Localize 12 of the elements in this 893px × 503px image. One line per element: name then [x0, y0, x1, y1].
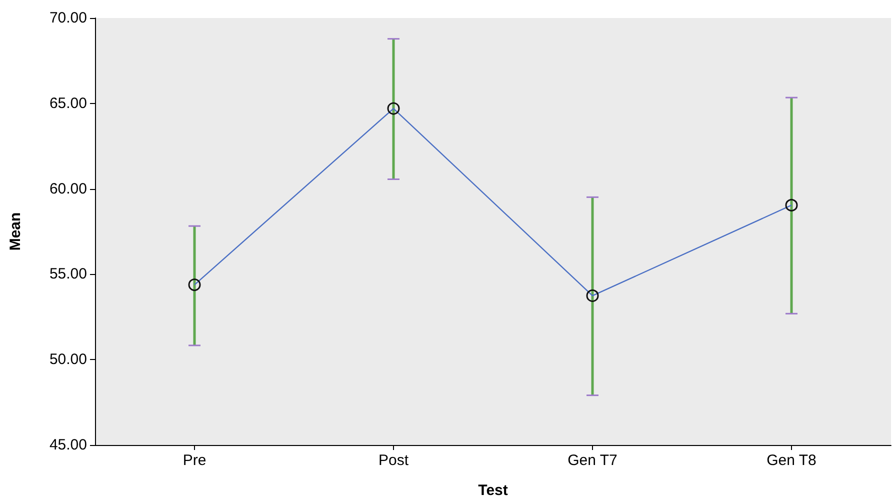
x-tick-label: Post — [378, 452, 410, 469]
x-tick-label: Gen T7 — [568, 452, 618, 469]
x-tick-label: Pre — [182, 452, 206, 469]
y-tick-label: 60.00 — [49, 180, 87, 198]
y-tick-label: 70.00 — [49, 10, 87, 26]
x-axis-title: Test — [478, 482, 508, 499]
y-tick-label: 65.00 — [49, 94, 87, 112]
y-tick-label: 50.00 — [49, 351, 87, 368]
y-axis-title: Mean — [7, 212, 24, 251]
x-tick-label: Gen T8 — [766, 452, 816, 469]
y-tick-label: 55.00 — [49, 266, 87, 283]
y-tick-label: 45.00 — [49, 436, 87, 454]
